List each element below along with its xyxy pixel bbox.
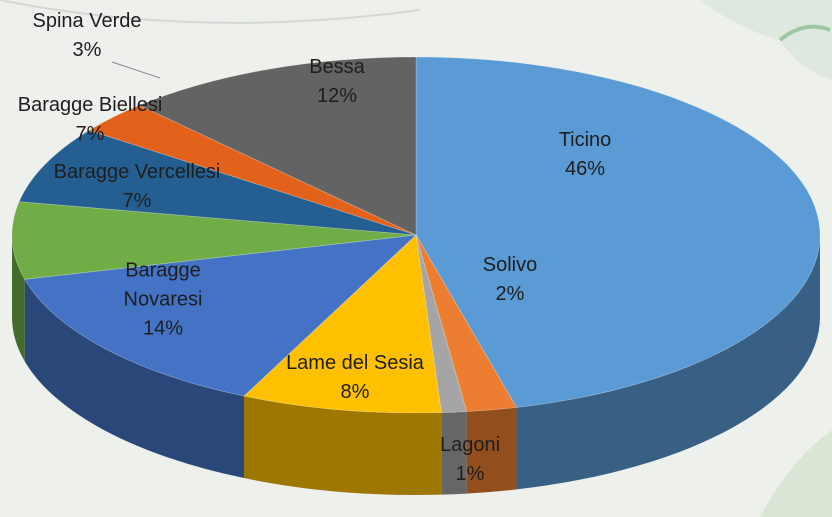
slice-side <box>516 235 820 490</box>
slice <box>11 201 417 280</box>
slice <box>415 234 468 414</box>
slice-side <box>441 411 467 495</box>
label-name: Baragge Vercellesi <box>53 161 221 183</box>
slice-side <box>12 235 25 362</box>
label-value: 1% <box>455 463 485 485</box>
label-name: Lagoni <box>439 434 501 456</box>
data-label: Spina Verde 3% <box>33 7 142 65</box>
slice <box>24 234 418 397</box>
label-value: 46% <box>564 158 606 180</box>
label-value: 14% <box>142 317 184 340</box>
data-label: Ticino 46% <box>559 126 612 184</box>
label-value: 3% <box>72 39 102 61</box>
map-shape <box>760 430 832 517</box>
label-value: 2% <box>495 283 525 305</box>
label-name: Baragge Biellesi <box>17 94 163 116</box>
label-name: Ticino <box>558 129 612 151</box>
data-label: Bessa 12% <box>309 53 365 111</box>
label-name: Solivo <box>482 254 538 276</box>
slice-side <box>24 279 244 479</box>
slice-side <box>466 407 517 494</box>
pie-tops <box>11 56 821 414</box>
map-road <box>0 0 421 24</box>
label-name: Baragge Novaresi <box>123 259 203 311</box>
data-label: Lagoni 1% <box>440 431 500 489</box>
slice <box>415 56 821 408</box>
data-label: Baragge Biellesi 7% <box>18 91 163 149</box>
map-shape <box>700 0 832 80</box>
label-name: Lame del Sesia <box>286 352 424 374</box>
leader-line <box>111 61 161 79</box>
label-name: Spina Verde <box>32 10 142 32</box>
slice-side <box>243 396 442 495</box>
data-label: Solivo 2% <box>483 251 537 309</box>
slice <box>18 129 417 236</box>
label-value: 7% <box>122 190 152 212</box>
label-value: 12% <box>316 85 358 107</box>
map-river <box>778 24 831 42</box>
data-label: Baragge Vercellesi 7% <box>54 158 221 216</box>
data-label: Lame del Sesia 8% <box>286 349 424 407</box>
slice <box>415 234 518 413</box>
slice <box>138 56 417 236</box>
slice <box>243 234 442 414</box>
label-value: 7% <box>75 123 105 145</box>
pie-sides <box>12 235 820 495</box>
label-value: 8% <box>340 381 370 403</box>
label-name: Bessa <box>309 56 365 78</box>
slice <box>88 104 417 236</box>
data-label: Baragge Novaresi 14% <box>108 257 218 344</box>
